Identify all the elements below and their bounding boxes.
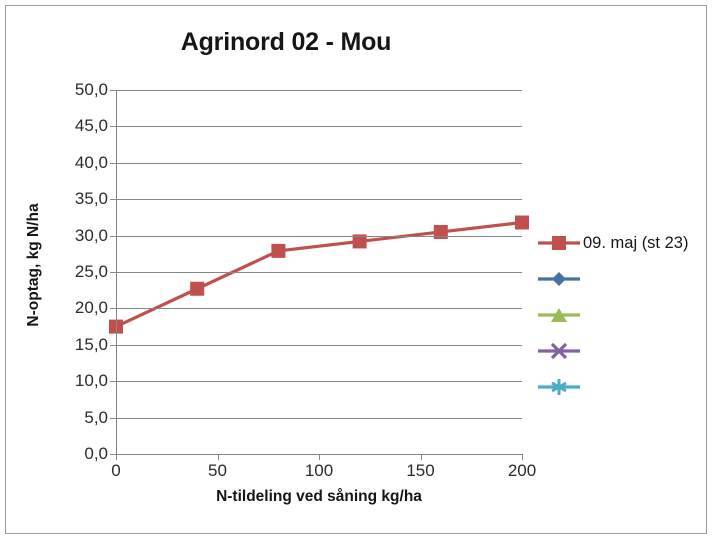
x-axis-tick bbox=[116, 454, 117, 460]
legend-swatch bbox=[536, 266, 582, 292]
x-axis-title: N-tildeling ved såning kg/ha bbox=[216, 488, 422, 505]
x-axis-tick bbox=[522, 454, 523, 460]
y-axis-tick bbox=[110, 235, 116, 237]
y-axis-tick bbox=[110, 381, 116, 383]
gridline bbox=[116, 381, 522, 383]
legend-item[interactable] bbox=[536, 297, 688, 333]
gridline bbox=[116, 126, 522, 128]
y-axis-tick-label: 20,0 bbox=[74, 298, 108, 318]
x-axis-tick-label: 100 bbox=[304, 461, 334, 480]
data-point-marker[interactable] bbox=[352, 234, 367, 249]
data-point-marker[interactable] bbox=[515, 215, 529, 230]
y-axis-tick-label: 30,0 bbox=[74, 225, 108, 245]
series-layer bbox=[109, 215, 529, 334]
chart-legend: 09. maj (st 23) bbox=[536, 225, 688, 405]
x-axis-tick-label: 50 bbox=[208, 461, 227, 480]
y-axis-tick-label: 50,0 bbox=[74, 80, 108, 99]
y-axis-tick-labels: 0,0 5,0 10,0 15,0 20,0 25,0 30,0 35,0 40,0 45,0 50… bbox=[46, 6, 108, 547]
x-axis-tick bbox=[319, 454, 320, 460]
legend-marker-asterisk bbox=[538, 379, 580, 395]
x-axis-tick-label: 0 bbox=[111, 461, 121, 480]
data-point-marker[interactable] bbox=[190, 281, 205, 296]
legend-marker-diamond bbox=[538, 272, 580, 286]
legend-item[interactable]: 09. maj (st 23) bbox=[536, 225, 688, 261]
y-axis-tick-label: 15,0 bbox=[74, 334, 108, 354]
y-axis-tick bbox=[110, 454, 116, 455]
y-axis-tick bbox=[110, 126, 116, 128]
y-axis-tick-label: 35,0 bbox=[74, 189, 108, 209]
gridline bbox=[116, 199, 522, 201]
legend-marker-square bbox=[538, 236, 580, 250]
gridline bbox=[116, 344, 522, 346]
x-axis-tick bbox=[420, 454, 422, 460]
data-point-marker[interactable] bbox=[271, 243, 286, 258]
y-axis-tick-label: 0,0 bbox=[84, 444, 108, 463]
plot-area bbox=[109, 90, 529, 455]
gridline bbox=[116, 162, 522, 164]
legend-marker-x bbox=[538, 342, 580, 360]
y-axis-tick bbox=[110, 162, 116, 164]
chart-title: Agrinord 02 - Mou bbox=[180, 28, 392, 56]
gridline bbox=[116, 235, 522, 237]
legend-swatch bbox=[536, 230, 582, 256]
gridline bbox=[116, 417, 522, 419]
y-axis-title: N-optag, kg N/ha bbox=[25, 203, 42, 327]
legend-marker-triangle bbox=[538, 308, 580, 322]
chart-frame: Agrinord 02 - Mou N-optag, kg N/ha N-til… bbox=[5, 5, 707, 534]
data-point-marker[interactable] bbox=[433, 224, 448, 239]
gridline bbox=[116, 90, 522, 91]
legend-swatch bbox=[536, 302, 582, 328]
y-axis-tick bbox=[110, 308, 116, 310]
legend-item-label: 09. maj (st 23) bbox=[583, 233, 689, 252]
y-axis-tick-label: 40,0 bbox=[74, 152, 108, 172]
legend-item[interactable] bbox=[536, 369, 688, 405]
y-axis-tick bbox=[110, 344, 116, 346]
y-axis-tick bbox=[110, 272, 116, 273]
y-axis-tick bbox=[110, 90, 116, 91]
y-axis-tick-label: 10,0 bbox=[74, 371, 108, 391]
legend-item[interactable] bbox=[536, 261, 688, 297]
y-axis-line bbox=[116, 90, 117, 455]
x-axis-tick bbox=[217, 454, 219, 460]
y-axis-tick-label: 5,0 bbox=[84, 407, 108, 427]
gridline bbox=[116, 308, 522, 310]
series-line bbox=[115, 220, 523, 329]
y-axis-tick-label: 45,0 bbox=[74, 116, 108, 136]
legend-swatch bbox=[536, 374, 582, 400]
y-axis-tick bbox=[110, 417, 116, 419]
legend-swatch bbox=[536, 338, 582, 364]
legend-item[interactable] bbox=[536, 333, 688, 369]
y-axis-tick bbox=[110, 199, 116, 201]
gridline bbox=[116, 272, 522, 273]
x-axis-tick-label: 150 bbox=[406, 461, 435, 480]
x-axis-tick-label: 200 bbox=[507, 461, 537, 480]
y-axis-tick-label: 25,0 bbox=[74, 262, 108, 281]
